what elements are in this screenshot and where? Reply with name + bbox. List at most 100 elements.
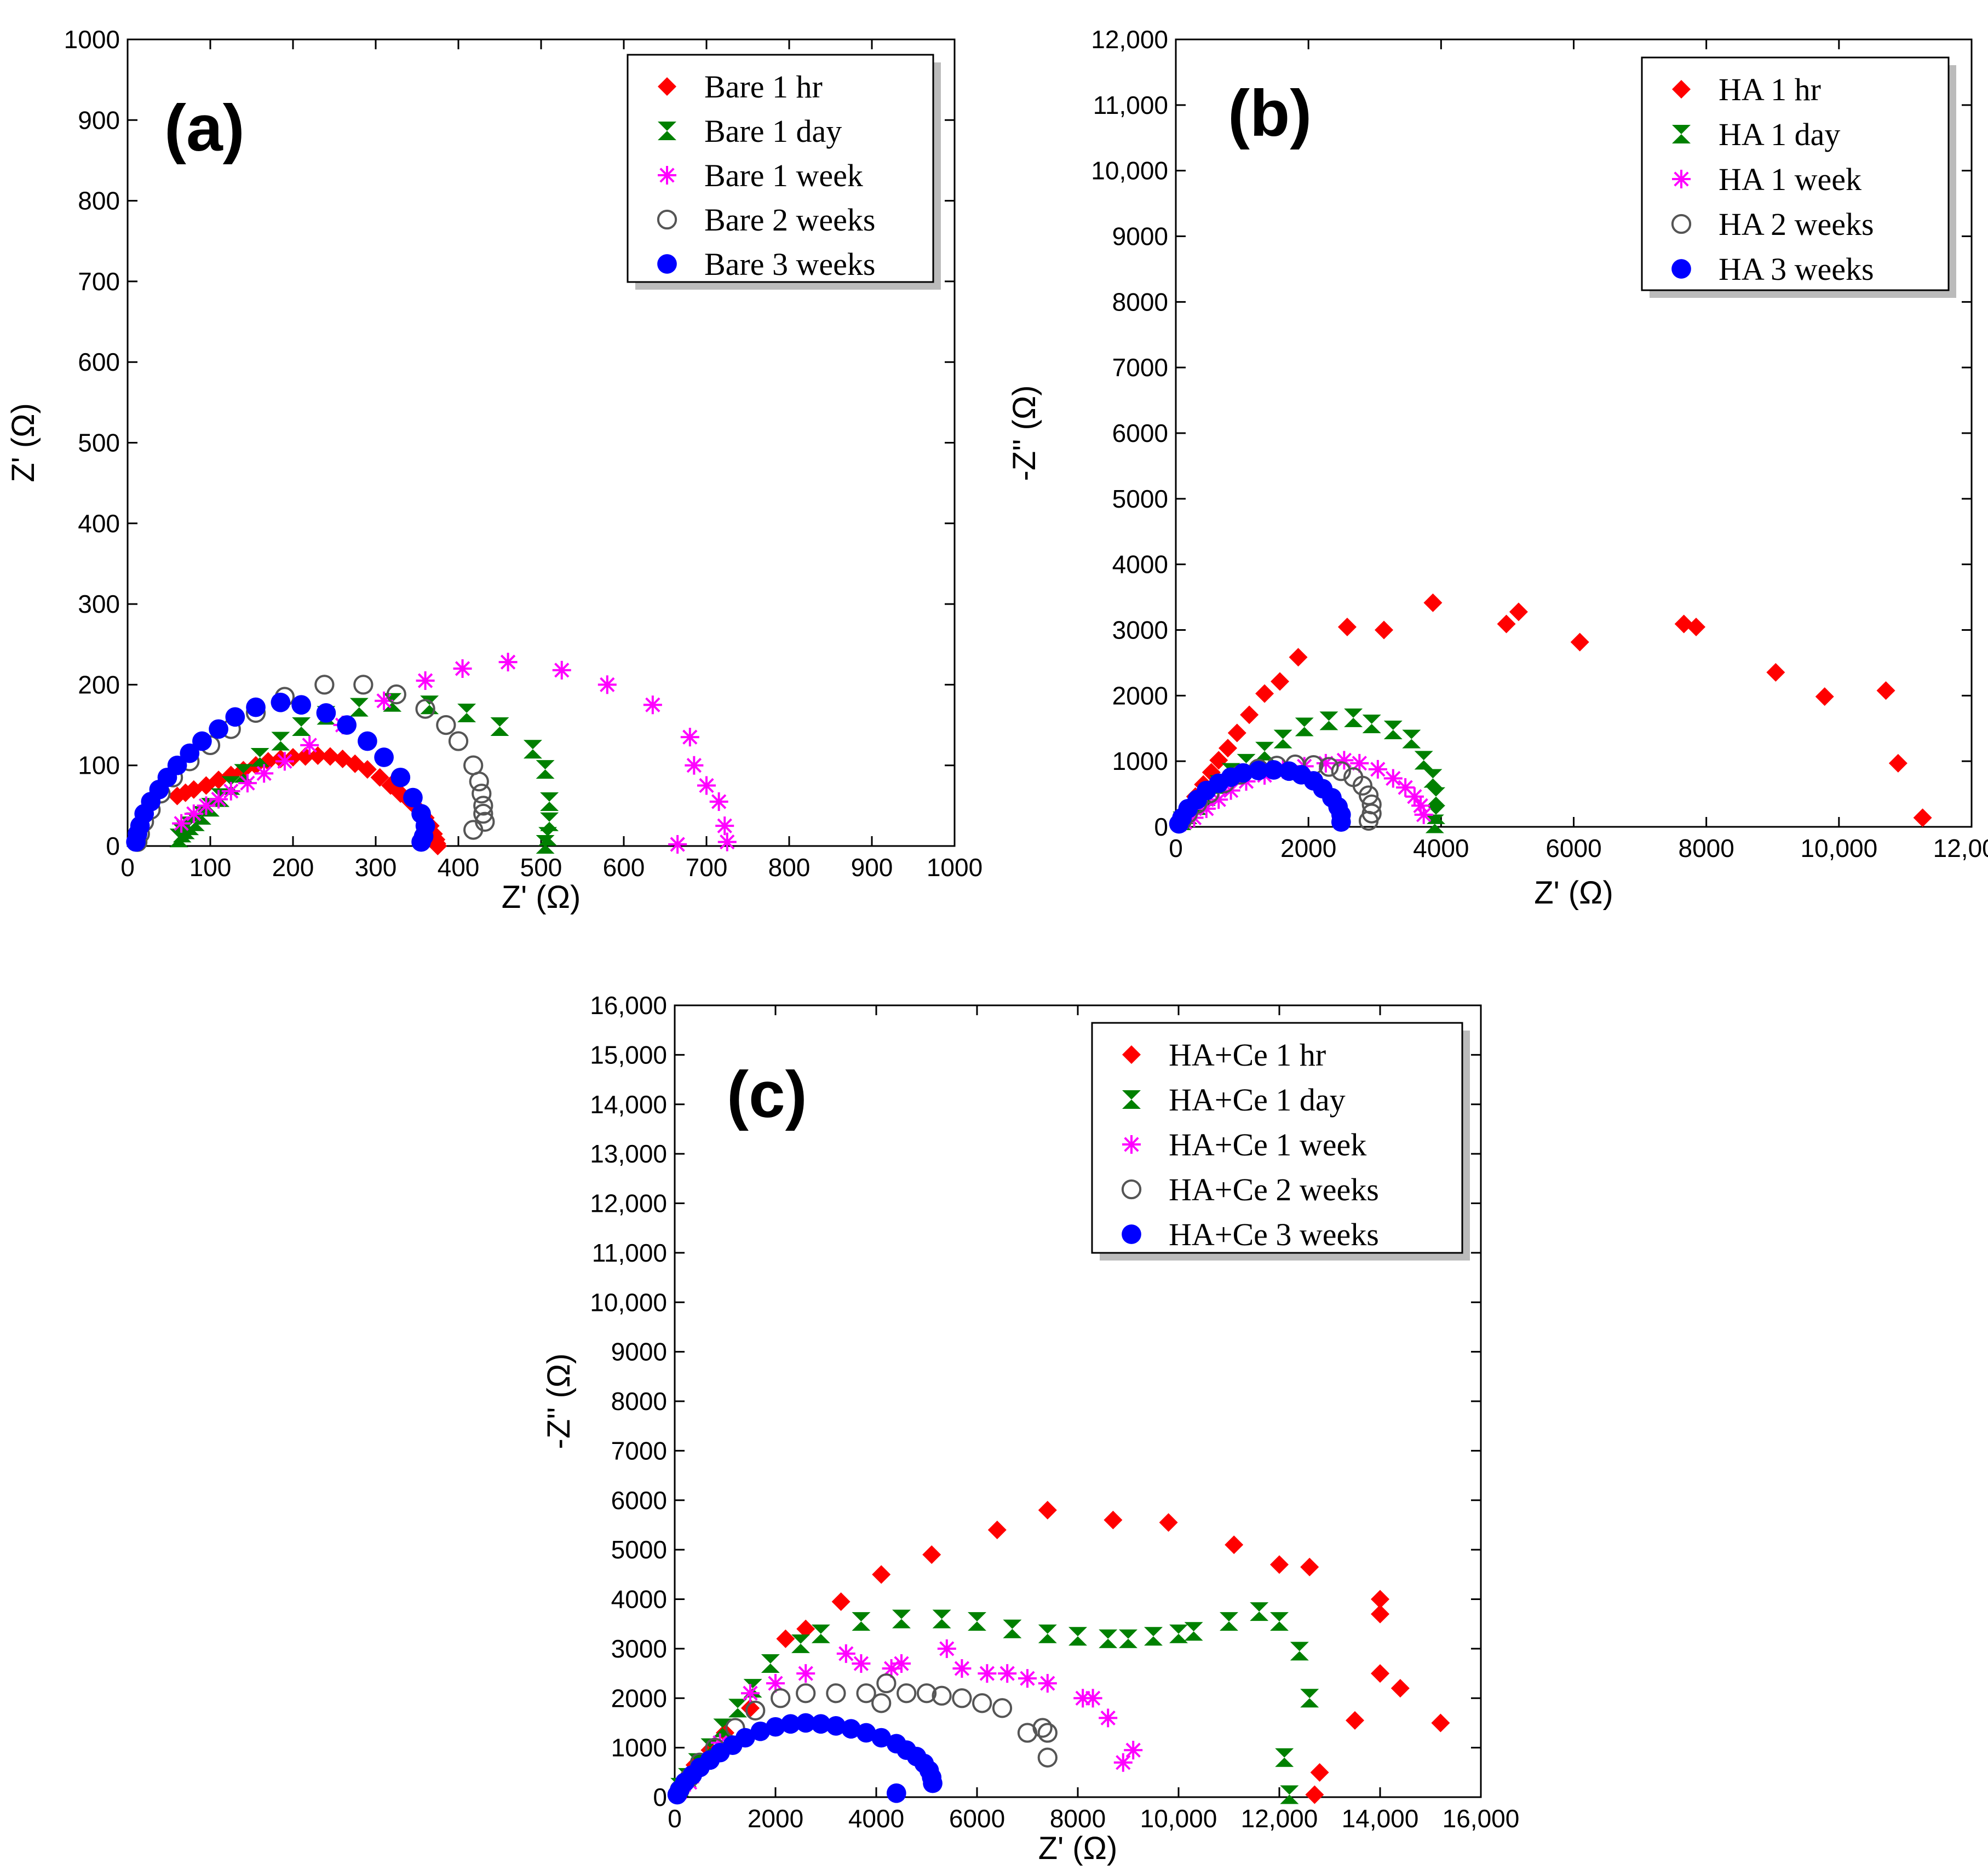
chart-c-data-point [836, 1644, 855, 1663]
chart-a-data-point [448, 731, 469, 751]
chart-c-data-point [998, 1664, 1017, 1683]
chart-a-legend-label: Bare 3 weeks [704, 246, 875, 282]
chart-c-x-tick-label: 4000 [848, 1804, 904, 1833]
chart-a-data-point [453, 659, 472, 678]
chart-a-data-point [709, 792, 728, 811]
chart-b-y-tick-label: 5000 [1112, 485, 1168, 513]
chart-a-data-point [308, 746, 327, 766]
chart-c-data-point [871, 1693, 892, 1713]
chart-c-data-point [871, 1728, 892, 1748]
chart-c-data-point [932, 1685, 952, 1706]
chart-b-y-tick-label: 6000 [1112, 419, 1168, 447]
chart-c-data-point [826, 1683, 846, 1704]
chart-c-data-point [1310, 1763, 1329, 1782]
chart-a-data-point [552, 660, 571, 680]
chart-c-data-point [1270, 1555, 1289, 1574]
chart-c-x-tick-label: 10,000 [1140, 1804, 1217, 1833]
chart-b-data-point [1344, 708, 1363, 727]
chart-c-y-tick-label: 6000 [611, 1486, 667, 1515]
chart-b-x-tick-label: 12,000 [1933, 834, 1988, 862]
chart-b-x-tick-label: 8000 [1678, 834, 1734, 862]
chart-a-y-tick-label: 500 [78, 429, 120, 457]
chart-a-data-point [316, 703, 336, 723]
chart-a-data-point [490, 717, 509, 736]
chart-a-data-point [275, 752, 294, 771]
chart-a-y-tick-label: 0 [106, 832, 120, 860]
chart-c-data-point [750, 1721, 771, 1741]
chart-b-y-tick-label: 7000 [1112, 353, 1168, 382]
chart-c-data-point [952, 1659, 972, 1678]
chart-b-data-point [1362, 714, 1381, 733]
chart-a-data-point [536, 760, 555, 779]
chart-c-data-point [791, 1634, 810, 1653]
chart-c-data-point [978, 1664, 997, 1683]
chart-b-data-point [1289, 648, 1308, 667]
chart-b-data-point [1255, 684, 1274, 703]
chart-b-y-tick-label: 8000 [1112, 287, 1168, 316]
chart-a-data-point [271, 692, 291, 712]
chart-c-y-tick-label: 13,000 [590, 1140, 667, 1168]
chart-c-series-4 [667, 1713, 943, 1805]
chart-c-data-point [780, 1714, 801, 1734]
chart-a-panel-label: (a) [164, 91, 245, 165]
chart-c-series-2 [670, 1639, 1143, 1802]
chart-b-data-point [1913, 808, 1932, 827]
chart-c-data-point [796, 1664, 815, 1683]
chart-c-panel-label: (c) [727, 1058, 807, 1131]
chart-a-data-point [225, 707, 245, 727]
chart-b-data-point [1687, 617, 1706, 636]
chart-b-data-point [1375, 620, 1394, 640]
chart-a-y-tick-label: 600 [78, 348, 120, 376]
chart-b: 0 2000 4000 6000 8000 10,000 12,000 0 1000 2000 30… [1007, 25, 1988, 911]
chart-c-data-point [1184, 1622, 1203, 1641]
chart-b-data-point [1209, 790, 1228, 809]
chart-c-data-point [1300, 1557, 1319, 1576]
chart-c-data-point [1290, 1642, 1309, 1661]
chart-c-data-point [1119, 1629, 1137, 1648]
chart-a-legend-label: Bare 2 weeks [704, 202, 875, 238]
chart-c-data-point [1037, 1747, 1058, 1768]
chart-c-data-point [852, 1654, 871, 1673]
chart-a-data-point [536, 835, 555, 854]
chart-a-data-point [184, 804, 203, 824]
chart-a-x-tick-label: 100 [189, 853, 232, 882]
chart-a-data-point [680, 728, 699, 747]
chart-b-y-tick-label: 11,000 [1093, 91, 1168, 119]
chart-a-data-point [167, 755, 187, 775]
chart-c-data-point [796, 1683, 816, 1704]
chart-c-data-point [1300, 1689, 1319, 1708]
chart-a-data-point [320, 747, 340, 766]
chart-b-legend-marker [1672, 80, 1691, 99]
chart-c-data-point [735, 1728, 755, 1748]
chart-c-data-point [1391, 1679, 1410, 1698]
charts-root: 0 100 200 300 400 500 600 700 800 900 1000 0 100 200 3… [5, 25, 1988, 1866]
chart-c-data-point [952, 1688, 972, 1708]
chart-c-data-point [1220, 1612, 1238, 1631]
chart-c-data-point [856, 1683, 876, 1704]
chart-a-data-point [472, 784, 492, 804]
chart-a-data-point [403, 787, 423, 808]
chart-b-data-point [1888, 753, 1907, 773]
chart-a-y-tick-label: 400 [78, 509, 120, 538]
chart-c-data-point [771, 1688, 791, 1708]
chart-a-data-point [457, 703, 476, 722]
chart-c-legend-marker [1122, 1135, 1141, 1154]
chart-b-data-point [1197, 799, 1216, 818]
chart-c-data-point [937, 1639, 956, 1658]
chart-b-data-point [1295, 717, 1314, 736]
chart-a-legend-label: Bare 1 day [704, 113, 842, 149]
chart-c-data-point [1032, 1718, 1053, 1738]
chart-a-data-point [370, 768, 389, 787]
chart-a-data-point [300, 735, 319, 755]
chart-b-data-point [1263, 760, 1284, 780]
chart-c-data-point [1371, 1664, 1389, 1683]
chart-a-data-point [473, 796, 493, 816]
chart-c-data-point [1038, 1500, 1057, 1520]
chart-c-data-point [922, 1545, 941, 1564]
chart-c-data-point [1275, 1748, 1294, 1767]
chart-a-data-point [255, 764, 274, 783]
chart-b-data-point [1509, 602, 1528, 622]
chart-a-x-tick-label: 600 [603, 853, 645, 882]
chart-c-data-point [1124, 1741, 1143, 1760]
